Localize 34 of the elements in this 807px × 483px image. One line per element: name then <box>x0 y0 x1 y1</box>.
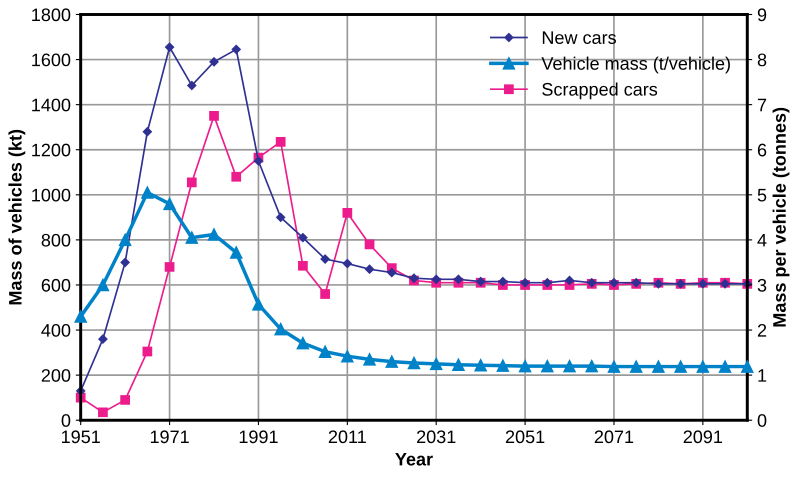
y2-tick-label: 9 <box>758 8 766 22</box>
y-tick-label: 1000 <box>32 188 70 202</box>
x-tick-label: 2071 <box>594 430 634 444</box>
legend-label: New cars <box>542 31 616 44</box>
y2-tick-label: 4 <box>757 234 767 246</box>
y-tick-label: 1600 <box>32 54 70 66</box>
legend-label: Vehicle mass (t/vehicle) <box>541 56 730 74</box>
x-tick-label: 2011 <box>328 430 366 444</box>
y2-tick-label: 6 <box>758 144 766 156</box>
legend-label: Scrapped cars <box>542 82 658 100</box>
y2-tick-label: 8 <box>758 54 766 66</box>
y-axis-title: Mass of vehicles (kt) <box>8 130 26 304</box>
y2-tick-label: 2 <box>758 324 766 337</box>
x-tick-label: 2051 <box>506 430 544 444</box>
y-tick-label: 800 <box>42 234 70 247</box>
x-axis-title: Year <box>395 452 433 466</box>
x-tick-label: 2031 <box>417 430 456 444</box>
x-tick-label: 2091 <box>684 430 722 444</box>
y-tick-label: 1400 <box>32 98 70 112</box>
x-tick-label: 1951 <box>62 430 100 444</box>
y2-tick-label: 0 <box>758 414 766 427</box>
x-tick-label: 1991 <box>240 430 278 444</box>
y2-tick-label: 5 <box>758 188 766 202</box>
x-tick-label: 1971 <box>150 430 189 444</box>
y2-axis-title: Mass per vehicle (tonnes) <box>772 108 790 327</box>
y2-tick-label: 3 <box>758 278 766 292</box>
y-tick-label: 600 <box>42 278 70 292</box>
y-tick-label: 200 <box>42 369 70 382</box>
y-tick-label: 400 <box>41 324 70 337</box>
y2-tick-label: 7 <box>758 98 766 112</box>
y-tick-label: 1200 <box>32 144 70 156</box>
y-tick-label: 1800 <box>32 8 70 22</box>
y2-tick-label: 1 <box>758 369 766 382</box>
y-tick-label: 0 <box>62 414 70 427</box>
